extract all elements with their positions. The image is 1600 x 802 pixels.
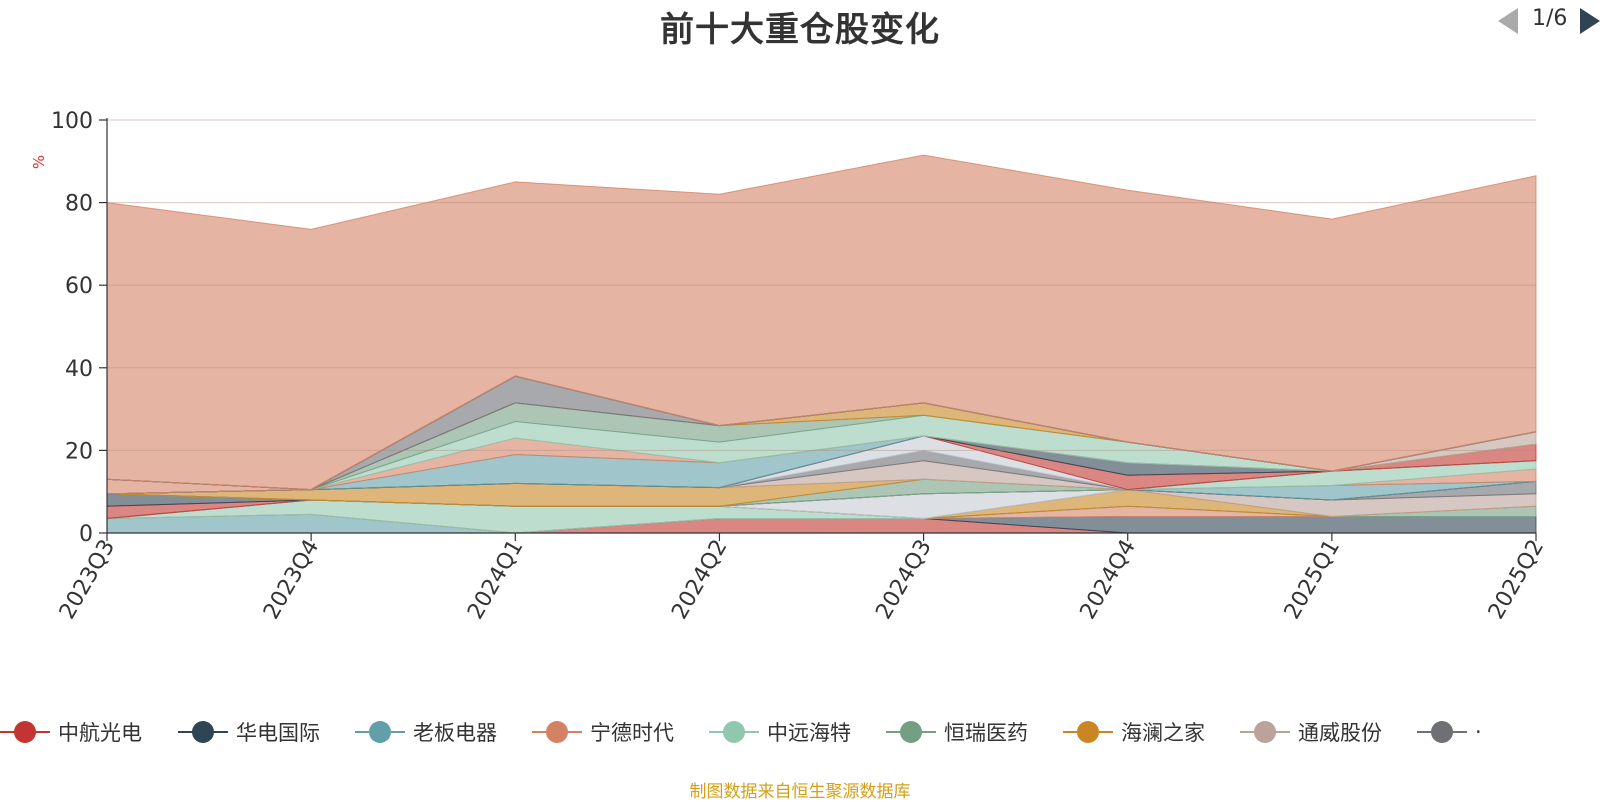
legend-dot-icon	[723, 721, 745, 743]
legend-label: 海澜之家	[1121, 721, 1205, 745]
legend: 中航光电 华电国际 老板电器 宁德时代 中远海特 恒瑞医药 海澜之家 通威股份 ·	[0, 712, 1600, 752]
legend-dot-icon	[14, 721, 36, 743]
x-tick-label: 2025Q1	[1280, 536, 1345, 624]
stacked-area-chart: 0 20 40 60 80 100 2023Q3 2023Q4 2024Q1 2024Q2 2024…	[30, 109, 1549, 624]
legend-item[interactable]: 中航光电	[0, 712, 142, 752]
y-tick-label: 40	[65, 357, 93, 382]
x-tick-label: 2024Q3	[871, 536, 936, 624]
legend-swatch-icon	[355, 712, 405, 752]
legend-dot-icon	[546, 721, 568, 743]
y-tick-label: 60	[65, 274, 93, 299]
x-tick-label: 2023Q3	[55, 536, 120, 624]
area-series	[106, 154, 1537, 534]
legend-label: 老板电器	[413, 721, 497, 745]
legend-item[interactable]: 华电国际	[178, 712, 320, 752]
chart-title: 前十大重仓股变化	[660, 10, 940, 50]
legend-swatch-icon	[886, 712, 936, 752]
legend-label: 通威股份	[1298, 721, 1382, 745]
legend-swatch-icon	[0, 712, 50, 752]
legend-item[interactable]: 海澜之家	[1063, 712, 1205, 752]
source-note: 制图数据来自恒生聚源数据库	[689, 782, 911, 802]
legend-swatch-icon	[1417, 712, 1467, 752]
legend-item[interactable]: 宁德时代	[532, 712, 674, 752]
y-tick-label: 100	[51, 109, 93, 134]
legend-dot-icon	[369, 721, 391, 743]
y-tick-label: 80	[65, 192, 93, 217]
legend-swatch-icon	[1063, 712, 1113, 752]
legend-prev-page-icon[interactable]	[1498, 8, 1518, 34]
x-tick-label: 2023Q4	[259, 536, 324, 624]
x-tick-label: 2024Q4	[1076, 536, 1141, 624]
legend-item[interactable]: ·	[1417, 712, 1482, 752]
legend-label: 恒瑞医药	[944, 721, 1028, 745]
legend-swatch-icon	[1240, 712, 1290, 752]
legend-item[interactable]: 通威股份	[1240, 712, 1382, 752]
legend-pager: 1/6	[1498, 0, 1600, 40]
legend-swatch-icon	[178, 712, 228, 752]
legend-dot-icon	[900, 721, 922, 743]
legend-dot-icon	[1077, 721, 1099, 743]
legend-dot-icon	[1431, 721, 1453, 743]
legend-dot-icon	[1254, 721, 1276, 743]
legend-swatch-icon	[532, 712, 582, 752]
legend-label: 中航光电	[58, 721, 142, 745]
legend-label: 中远海特	[767, 721, 851, 745]
legend-page-indicator: 1/6	[1532, 6, 1568, 31]
legend-label: 华电国际	[236, 721, 320, 745]
legend-next-page-icon[interactable]	[1580, 8, 1600, 34]
legend-swatch-icon	[709, 712, 759, 752]
legend-dot-icon	[192, 721, 214, 743]
legend-label: ·	[1475, 720, 1482, 744]
legend-item[interactable]: 中远海特	[709, 712, 851, 752]
y-tick-label: 20	[65, 439, 93, 464]
y-tick-label: 0	[79, 522, 93, 547]
legend-label: 宁德时代	[590, 721, 674, 745]
legend-item[interactable]: 恒瑞医药	[886, 712, 1028, 752]
legend-item[interactable]: 老板电器	[355, 712, 497, 752]
y-axis-label: %	[30, 155, 48, 169]
area-series-53	[106, 154, 1537, 491]
x-tick-label: 2024Q1	[463, 536, 528, 624]
x-tick-label: 2024Q2	[667, 536, 732, 624]
x-tick-label: 2025Q2	[1484, 536, 1549, 624]
